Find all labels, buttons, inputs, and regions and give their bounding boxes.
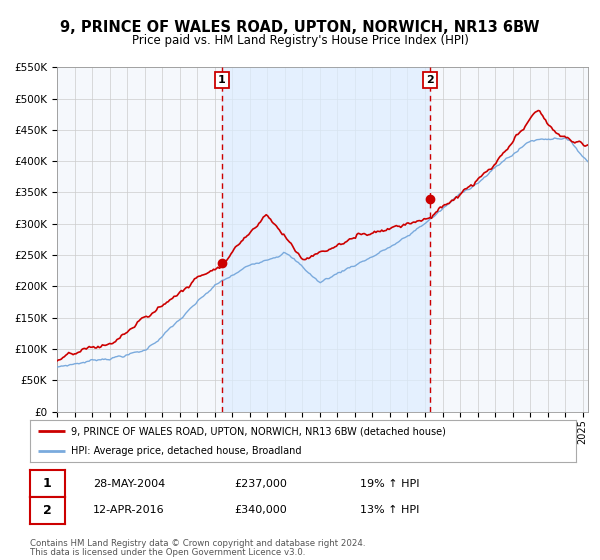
Text: Contains HM Land Registry data © Crown copyright and database right 2024.: Contains HM Land Registry data © Crown c… bbox=[30, 539, 365, 548]
Text: 2: 2 bbox=[43, 503, 52, 517]
Text: 1: 1 bbox=[43, 477, 52, 491]
Text: 19% ↑ HPI: 19% ↑ HPI bbox=[360, 479, 419, 489]
Text: £340,000: £340,000 bbox=[234, 505, 287, 515]
Text: 9, PRINCE OF WALES ROAD, UPTON, NORWICH, NR13 6BW (detached house): 9, PRINCE OF WALES ROAD, UPTON, NORWICH,… bbox=[71, 426, 446, 436]
Text: 1: 1 bbox=[218, 74, 226, 85]
Text: 2: 2 bbox=[426, 74, 434, 85]
Text: 9, PRINCE OF WALES ROAD, UPTON, NORWICH, NR13 6BW: 9, PRINCE OF WALES ROAD, UPTON, NORWICH,… bbox=[60, 21, 540, 35]
Bar bbox=[222, 67, 430, 412]
Text: 28-MAY-2004: 28-MAY-2004 bbox=[93, 479, 165, 489]
Text: 13% ↑ HPI: 13% ↑ HPI bbox=[360, 505, 419, 515]
Text: Price paid vs. HM Land Registry's House Price Index (HPI): Price paid vs. HM Land Registry's House … bbox=[131, 34, 469, 47]
Text: £237,000: £237,000 bbox=[234, 479, 287, 489]
Text: 12-APR-2016: 12-APR-2016 bbox=[93, 505, 164, 515]
Text: This data is licensed under the Open Government Licence v3.0.: This data is licensed under the Open Gov… bbox=[30, 548, 305, 557]
Text: HPI: Average price, detached house, Broadland: HPI: Average price, detached house, Broa… bbox=[71, 446, 301, 456]
